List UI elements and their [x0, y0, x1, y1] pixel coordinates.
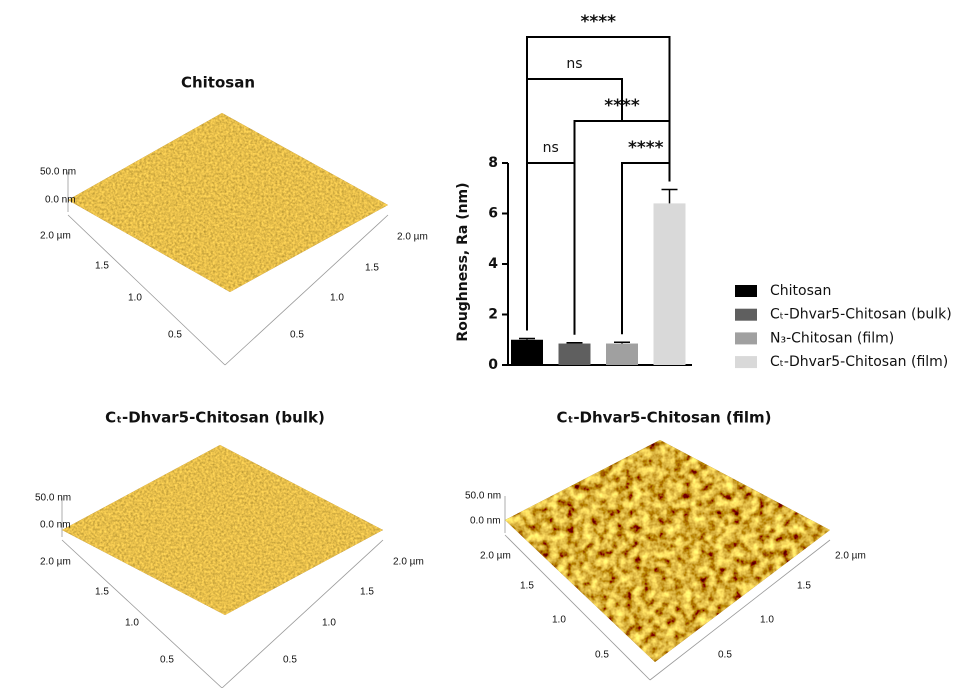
z-label: 50.0 nm — [465, 491, 501, 502]
y-tick-label: 0 — [488, 357, 498, 373]
surface-texture — [505, 440, 830, 662]
significance-bracket — [527, 163, 575, 335]
significance-label: **** — [580, 12, 616, 32]
afm-panels: Chitosan 50.0 nm 0.0 nm 2.0 µm 1.5 1.0 0.5 2.0 … — [35, 74, 866, 688]
z-label: 50.0 nm — [35, 493, 71, 504]
axis-label: 0.5 — [168, 330, 182, 341]
axis-label: 1.0 — [330, 293, 344, 304]
legend-swatch — [735, 309, 757, 321]
axis-label: 0.5 — [283, 655, 297, 666]
bar — [606, 344, 638, 365]
legend-swatch — [735, 332, 757, 344]
legend-label: Chitosan — [770, 283, 831, 299]
axis-label: 2.0 µm — [393, 557, 424, 568]
y-axis-label: Roughness, Ra (nm) — [455, 182, 471, 341]
panel-title: Chitosan — [181, 74, 255, 92]
legend-swatch — [735, 285, 757, 297]
axis-label: 1.0 — [552, 615, 566, 626]
y-tick-label: 2 — [488, 307, 498, 323]
panel-title: Cₜ-Dhvar5-Chitosan (film) — [557, 409, 772, 427]
axis-label: 1.5 — [360, 587, 374, 598]
legend-label: N₃-Chitosan (film) — [770, 330, 894, 346]
axis-label: 2.0 µm — [397, 232, 428, 243]
bar — [511, 340, 543, 365]
bar — [654, 203, 686, 365]
z-label: 50.0 nm — [40, 167, 76, 178]
axis-label: 1.0 — [760, 615, 774, 626]
axis-label: 1.5 — [520, 581, 534, 592]
axis-label: 0.5 — [595, 650, 609, 661]
axis-label: 0.5 — [160, 655, 174, 666]
bar-chart: Roughness, Ra (nm) 0 2 4 6 8 Chitosan Cₜ-Dhvar… — [455, 12, 952, 373]
axis-label: 2.0 µm — [40, 557, 71, 568]
significance-label: ns — [566, 56, 582, 72]
axis-label: 1.5 — [797, 581, 811, 592]
legend-label: Cₜ-Dhvar5-Chitosan (bulk) — [770, 307, 952, 323]
error-bar — [614, 342, 630, 343]
figure: Chitosan 50.0 nm 0.0 nm 2.0 µm 1.5 1.0 0.5 2.0 … — [0, 0, 962, 688]
axis-label: 1.5 — [95, 261, 109, 272]
error-bar — [567, 343, 583, 344]
significance-label: ns — [543, 140, 559, 156]
axis-label: 0.5 — [718, 650, 732, 661]
z-label: 0.0 nm — [470, 516, 501, 527]
axis-label: 0.5 — [290, 330, 304, 341]
panel-title: Cₜ-Dhvar5-Chitosan (bulk) — [105, 409, 325, 427]
axis-label: 1.5 — [95, 587, 109, 598]
surface-texture — [68, 113, 388, 292]
legend-label: Cₜ-Dhvar5-Chitosan (film) — [770, 354, 948, 370]
legend-swatch — [735, 356, 757, 368]
error-bar — [662, 190, 678, 204]
significance-label: **** — [628, 138, 664, 158]
axis-label: 1.0 — [128, 293, 142, 304]
axis-label: 1.0 — [322, 618, 336, 629]
z-label: 0.0 nm — [40, 520, 71, 531]
y-tick-label: 6 — [488, 206, 498, 222]
axis-label: 2.0 µm — [480, 551, 511, 562]
error-bar — [519, 338, 535, 339]
y-tick-label: 4 — [488, 256, 498, 272]
axis-label: 1.0 — [125, 618, 139, 629]
surface-texture — [62, 445, 383, 615]
bar — [559, 344, 591, 365]
z-label: 0.0 nm — [45, 195, 76, 206]
y-tick-label: 8 — [488, 155, 498, 171]
axis-label: 2.0 µm — [835, 551, 866, 562]
axis-label: 1.5 — [365, 263, 379, 274]
axis-label: 2.0 µm — [40, 231, 71, 242]
